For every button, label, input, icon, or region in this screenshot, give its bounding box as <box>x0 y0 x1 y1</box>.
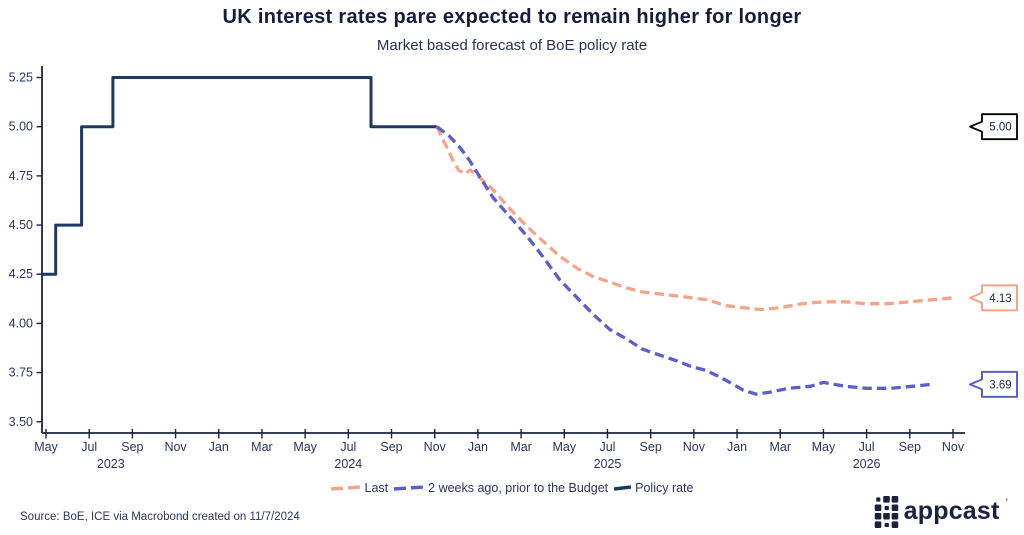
x-axis-label: May <box>34 440 58 454</box>
end-value-callout <box>969 113 1018 141</box>
end-value-callout <box>969 370 1018 398</box>
legend-label: 2 weeks ago, prior to the Budget <box>428 481 609 495</box>
source-note: Source: BoE, ICE via Macrobond created o… <box>20 511 300 523</box>
end-value-label: 4.13 <box>989 293 1011 305</box>
x-axis-label: Nov <box>942 440 965 454</box>
series-line-policy-rate <box>42 76 437 276</box>
chart-subtitle: Market based forecast of BoE policy rate <box>376 37 648 54</box>
x-axis-label: Jul <box>340 440 356 454</box>
y-axis-label: 5.25 <box>9 71 33 85</box>
x-axis-year-label: 2025 <box>594 457 622 471</box>
y-axis-label: 4.25 <box>9 267 33 281</box>
x-axis-label: Nov <box>164 440 187 454</box>
y-axis-label: 3.50 <box>9 415 33 429</box>
x-axis-label: Sep <box>121 440 143 454</box>
x-axis-label: May <box>552 440 576 454</box>
appcast-logo-text: appcast <box>903 497 1000 525</box>
legend-label: Policy rate <box>635 481 694 495</box>
x-axis-label: Mar <box>510 440 532 454</box>
y-axis-label: 4.75 <box>9 169 33 183</box>
x-axis-label: Nov <box>424 440 447 454</box>
y-axis-label: 4.50 <box>9 218 33 232</box>
series-line-last <box>435 125 954 312</box>
chart-title: UK interest rates pare expected to remai… <box>222 6 802 28</box>
legend-swatch-icon <box>394 485 425 491</box>
chart-legend: Last 2 weeks ago, prior to the Budget Poli… <box>0 481 1024 495</box>
legend-label: Last <box>364 481 389 495</box>
appcast-logo-icon <box>874 496 898 528</box>
x-axis-year-label: 2023 <box>97 457 125 471</box>
x-axis-label: Sep <box>380 440 402 454</box>
x-axis-label: Nov <box>683 440 706 454</box>
x-axis-year-label: 2024 <box>334 457 362 471</box>
x-axis-label: Jan <box>727 440 747 454</box>
x-axis-label: Jan <box>468 440 488 454</box>
x-axis-label: Sep <box>899 440 921 454</box>
y-axis-label: 4.00 <box>9 316 33 330</box>
x-axis-label: Jul <box>81 440 97 454</box>
x-axis-label: Jan <box>209 440 229 454</box>
x-axis-label: May <box>812 440 836 454</box>
x-axis-label: Mar <box>251 440 273 454</box>
x-axis-year-label: 2026 <box>853 457 881 471</box>
appcast-logo: appcast ’ <box>874 496 1008 528</box>
series-line-2-weeks-ago-prior-to-the-budget <box>435 125 932 396</box>
end-value-label: 3.69 <box>989 379 1011 391</box>
appcast-trademark: ’ <box>1005 497 1008 509</box>
legend-item-2-weeks-ago-prior-to-the: 2 weeks ago, prior to the Budget <box>394 481 608 495</box>
y-axis-label: 5.00 <box>9 120 33 134</box>
legend-swatch-icon <box>614 485 632 491</box>
x-axis-label: Jul <box>859 440 875 454</box>
x-axis-label: Jul <box>599 440 615 454</box>
x-axis-label: Mar <box>769 440 791 454</box>
x-axis-label: May <box>293 440 317 454</box>
end-value-label: 5.00 <box>989 122 1011 134</box>
x-axis-label: Sep <box>640 440 662 454</box>
end-value-callout <box>969 284 1018 312</box>
legend-item-policy-rate: Policy rate <box>614 481 693 495</box>
y-axis-label: 3.75 <box>9 366 33 380</box>
legend-swatch-icon <box>330 485 361 491</box>
legend-item-last: Last <box>330 481 389 495</box>
